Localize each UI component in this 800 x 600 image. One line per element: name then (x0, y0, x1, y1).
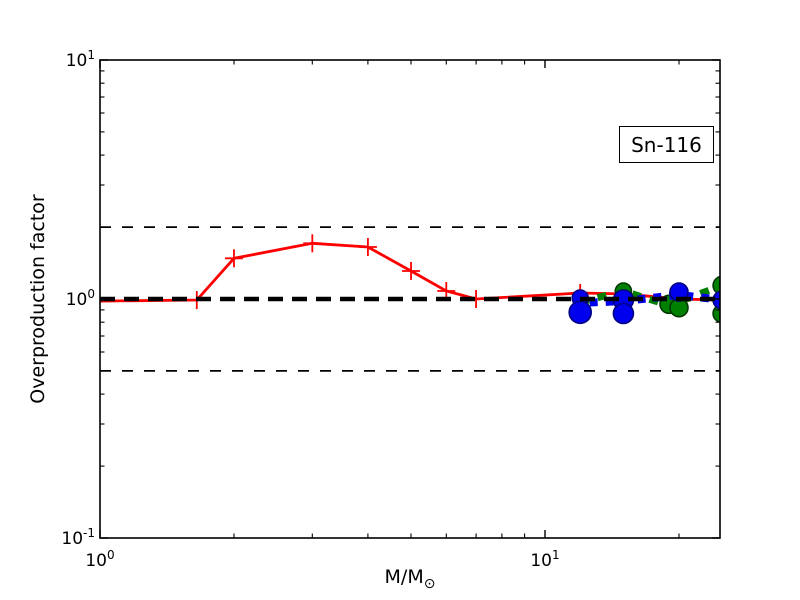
data-point (568, 300, 593, 325)
y-tick-label: 10-1 (61, 526, 95, 549)
x-axis-label: M/M⊙ (384, 566, 436, 592)
series-massive-models-blue (568, 282, 720, 325)
isotope-annotation-box: Sn-116 (619, 126, 714, 163)
y-tick-label: 101 (66, 48, 95, 71)
x-tick-label: 100 (85, 548, 114, 571)
sun-symbol: ⊙ (423, 576, 436, 592)
data-point (612, 302, 635, 325)
x-tick-label: 101 (530, 548, 559, 571)
data-layer (100, 226, 720, 372)
axis-ticks (99, 59, 720, 539)
data-point (712, 303, 720, 324)
x-axis-label-text: M/M (384, 566, 424, 588)
isotope-annotation-label: Sn-116 (631, 132, 702, 157)
y-tick-label: 100 (66, 287, 95, 310)
data-point (712, 290, 720, 310)
y-axis-label: Overproduction factor (27, 194, 49, 404)
data-point (712, 275, 720, 295)
